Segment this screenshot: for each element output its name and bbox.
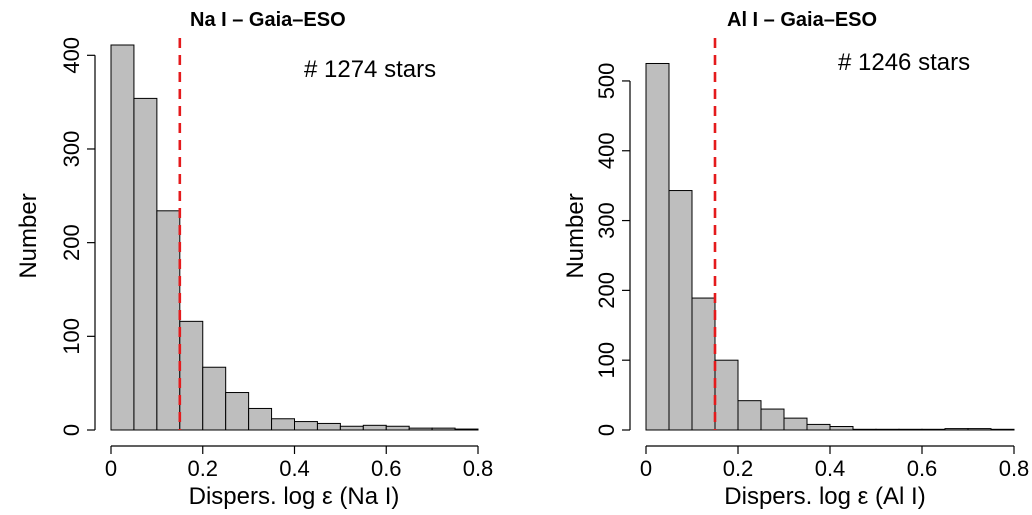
- x-tick-label: 0.4: [279, 456, 310, 481]
- panel-na-bars: [110, 44, 479, 431]
- y-tick-label: 400: [594, 132, 619, 169]
- histogram-bar: [316, 422, 341, 431]
- y-tick-label: 200: [59, 224, 84, 261]
- panel-na-xlabel: Dispers. log ε (Na I): [189, 483, 400, 510]
- y-tick-label: 0: [59, 424, 84, 436]
- y-tick-label: 100: [594, 342, 619, 379]
- histogram-bar: [668, 190, 693, 431]
- histogram-bar: [645, 62, 670, 431]
- panel-na-title: Na I – Gaia–ESO: [190, 9, 346, 31]
- histogram-bar: [829, 426, 854, 431]
- panel-na-star-count: # 1274 stars: [304, 56, 436, 83]
- x-tick-label: 0: [640, 456, 652, 481]
- histogram-bar: [156, 210, 181, 431]
- x-tick-label: 0.2: [187, 456, 218, 481]
- histogram-bar: [248, 407, 273, 431]
- histogram-bar: [133, 97, 158, 431]
- histogram-bar: [852, 428, 877, 431]
- histogram-bar: [898, 428, 923, 431]
- y-tick-label: 100: [59, 318, 84, 355]
- y-tick-label: 500: [594, 63, 619, 100]
- panel-al-star-count: # 1246 stars: [838, 49, 970, 76]
- x-tick-label: 0.6: [371, 456, 402, 481]
- histogram-bar: [362, 424, 387, 431]
- histogram-bar: [385, 425, 410, 431]
- histogram-bar: [737, 400, 762, 431]
- panel-al-y-axis: 0 100 200 300 400 500: [594, 63, 631, 436]
- x-tick-label: 0.8: [463, 456, 494, 481]
- y-tick-label: 400: [59, 37, 84, 74]
- y-tick-label: 0: [594, 424, 619, 436]
- histogram-bar: [202, 366, 227, 431]
- panel-al-bars: [645, 62, 1015, 431]
- panel-al: Al I – Gaia–ESO # 1246 stars Number Disp…: [562, 9, 1029, 510]
- panel-al-x-axis: 0 0.2 0.4 0.6 0.8: [640, 445, 1030, 481]
- x-tick-label: 0.2: [723, 456, 754, 481]
- histogram-bar: [967, 428, 992, 431]
- histogram-bar: [691, 297, 716, 431]
- panel-na-x-axis: 0 0.2 0.4 0.6 0.8: [105, 445, 494, 481]
- histogram-bar: [110, 44, 135, 431]
- x-tick-label: 0: [105, 456, 117, 481]
- x-tick-label: 0.8: [999, 456, 1030, 481]
- panel-na-ylabel: Number: [15, 193, 42, 278]
- panel-al-title: Al I – Gaia–ESO: [727, 9, 877, 31]
- y-tick-label: 200: [594, 272, 619, 309]
- x-tick-label: 0.6: [907, 456, 938, 481]
- histogram-bar: [454, 428, 479, 431]
- histogram-bar: [431, 427, 456, 431]
- x-tick-label: 0.4: [815, 456, 846, 481]
- histogram-bar: [225, 392, 250, 431]
- histogram-bar: [990, 428, 1015, 431]
- histogram-bar: [179, 320, 204, 431]
- histogram-bar: [294, 421, 318, 431]
- histogram-bar: [760, 408, 785, 431]
- histogram-bar: [271, 418, 295, 431]
- histogram-bar: [783, 417, 808, 431]
- panel-na: Na I – Gaia–ESO # 1274 stars Number Disp…: [15, 9, 493, 510]
- y-tick-label: 300: [594, 202, 619, 239]
- histogram-bar: [875, 428, 900, 431]
- histogram-bar: [806, 423, 831, 431]
- panel-na-y-axis: 0 100 200 300 400: [59, 37, 96, 436]
- panel-al-ylabel: Number: [562, 193, 589, 278]
- histogram-bar: [339, 425, 364, 431]
- y-tick-label: 300: [59, 131, 84, 168]
- histogram-bar: [408, 427, 433, 431]
- histogram-bar: [921, 428, 946, 431]
- histogram-bar: [944, 428, 969, 431]
- panel-al-xlabel: Dispers. log ε (Al I): [724, 483, 925, 510]
- histogram-bar: [714, 359, 739, 431]
